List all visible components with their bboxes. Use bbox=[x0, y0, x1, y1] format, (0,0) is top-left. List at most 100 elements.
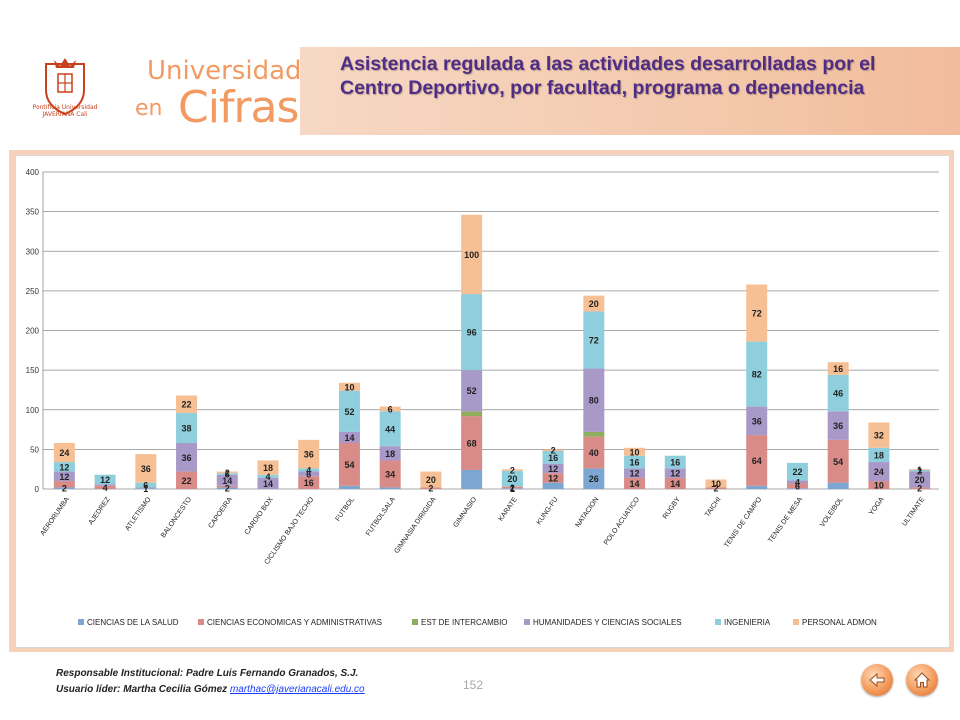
data-label: 6 bbox=[143, 481, 148, 491]
bar-segment bbox=[298, 471, 320, 477]
bar-segment bbox=[257, 477, 279, 489]
bar-segment bbox=[501, 469, 523, 471]
data-label: 12 bbox=[670, 469, 680, 479]
bar-segment bbox=[298, 476, 320, 489]
bar-segment bbox=[338, 485, 360, 489]
footer-user-label: Usuario líder: Martha Cecilia Gómez bbox=[56, 684, 228, 695]
data-label: 2 bbox=[713, 484, 718, 494]
data-label: 4 bbox=[103, 483, 108, 493]
data-label: 80 bbox=[589, 396, 599, 406]
x-tick-label: YOGA bbox=[868, 496, 886, 517]
data-label: 72 bbox=[752, 309, 762, 319]
data-label: 18 bbox=[263, 463, 273, 473]
chart-area: 0 50 100 150 200 250 300 350 400 2 12 12 24 AERORUMBA… bbox=[15, 155, 950, 648]
footer-responsible: Responsable Institucional: Padre Luis Fe… bbox=[56, 668, 359, 679]
data-label: 26 bbox=[589, 474, 599, 484]
x-tick-label: AJEDREZ bbox=[88, 496, 112, 527]
x-tick-label: POLO ACUATICO bbox=[603, 496, 642, 547]
x-tick-label: FUTBOLSALA bbox=[365, 496, 397, 538]
data-label: 46 bbox=[833, 389, 843, 399]
data-label: 14 bbox=[344, 433, 354, 443]
data-label: 22 bbox=[182, 476, 192, 486]
data-label: 44 bbox=[385, 424, 395, 434]
bar-segment bbox=[420, 471, 442, 488]
data-label: 20 bbox=[915, 475, 925, 485]
data-label: 64 bbox=[752, 456, 762, 466]
data-label: 1 bbox=[143, 484, 148, 494]
bar-segment bbox=[868, 462, 890, 482]
legend-label: INGENIERIA bbox=[724, 618, 771, 627]
bar-segment bbox=[827, 374, 849, 412]
bar-segment bbox=[542, 482, 564, 489]
data-label: 36 bbox=[182, 453, 192, 463]
data-label: 10 bbox=[874, 481, 884, 491]
bar-segment bbox=[94, 485, 116, 489]
bar-segment bbox=[827, 482, 849, 489]
bar-segment bbox=[135, 487, 157, 489]
data-label: 68 bbox=[467, 439, 477, 449]
bar-segment bbox=[542, 463, 564, 474]
bar-segment bbox=[338, 431, 360, 444]
bar-segment bbox=[746, 341, 768, 407]
home-icon bbox=[913, 672, 931, 688]
bar-segment bbox=[746, 284, 768, 342]
legend-swatch bbox=[793, 619, 799, 625]
bar-segment bbox=[583, 311, 605, 369]
bar-segment bbox=[583, 468, 605, 489]
x-tick-label: TAICHI bbox=[704, 496, 723, 518]
bar-segment bbox=[176, 412, 198, 444]
x-tick-label: CICLISMO BAJO TECHO bbox=[264, 496, 316, 566]
bar-segment bbox=[53, 487, 75, 489]
bar-segment bbox=[379, 411, 401, 447]
bar-segment bbox=[216, 487, 238, 489]
legend-label: CIENCIAS DE LA SALUD bbox=[87, 618, 179, 627]
data-label: 36 bbox=[304, 450, 314, 460]
footer-email-link[interactable]: marthac@javerianacali.edu.co bbox=[229, 684, 365, 695]
bar-segment bbox=[379, 406, 401, 412]
bar-segment bbox=[827, 362, 849, 375]
data-label: 16 bbox=[833, 364, 843, 374]
bar-segment bbox=[176, 471, 198, 489]
data-label: 18 bbox=[385, 449, 395, 459]
data-label: 20 bbox=[507, 474, 517, 484]
y-tick-label: 300 bbox=[26, 247, 40, 256]
x-tick-label: KUNG-FU bbox=[536, 496, 560, 526]
y-tick-label: 200 bbox=[26, 327, 40, 336]
data-label: 20 bbox=[589, 299, 599, 309]
x-tick-label: NATACION bbox=[575, 496, 601, 529]
bar-segment bbox=[583, 368, 605, 432]
university-crest-logo bbox=[45, 58, 85, 116]
x-tick-label: CAPOEIRA bbox=[207, 496, 234, 530]
y-tick-label: 100 bbox=[26, 406, 40, 415]
footer-user: Usuario líder: Martha Cecilia Gómez mart… bbox=[56, 684, 365, 695]
data-label: 12 bbox=[548, 464, 558, 474]
bar-segment bbox=[379, 460, 401, 488]
bar-segment bbox=[257, 460, 279, 475]
data-label: 6 bbox=[795, 481, 800, 491]
data-label: 14 bbox=[630, 479, 640, 489]
bar-segment bbox=[868, 481, 890, 489]
bar-segment bbox=[379, 487, 401, 489]
data-label: 2 bbox=[225, 484, 230, 494]
y-tick-label: 250 bbox=[26, 287, 40, 296]
bar-segment bbox=[379, 446, 401, 461]
page-number: 152 bbox=[463, 678, 484, 692]
bar-segment bbox=[664, 455, 686, 469]
data-label: 22 bbox=[792, 467, 802, 477]
data-label: 18 bbox=[874, 450, 884, 460]
data-label: 6 bbox=[225, 469, 230, 479]
x-tick-label: RUGBY bbox=[662, 496, 682, 521]
data-label: 36 bbox=[833, 421, 843, 431]
data-label: 12 bbox=[59, 462, 69, 472]
back-button[interactable] bbox=[861, 664, 893, 696]
data-label: 24 bbox=[874, 467, 884, 477]
data-label: 24 bbox=[59, 448, 69, 458]
data-label: 4 bbox=[795, 477, 800, 487]
y-tick-label: 0 bbox=[35, 485, 40, 494]
home-button[interactable] bbox=[906, 664, 938, 696]
bar-segment bbox=[420, 487, 442, 489]
data-label: 1 bbox=[917, 465, 922, 475]
bar-segment bbox=[827, 411, 849, 440]
x-tick-label: KARATE bbox=[497, 496, 519, 523]
bar-segment bbox=[216, 473, 238, 475]
